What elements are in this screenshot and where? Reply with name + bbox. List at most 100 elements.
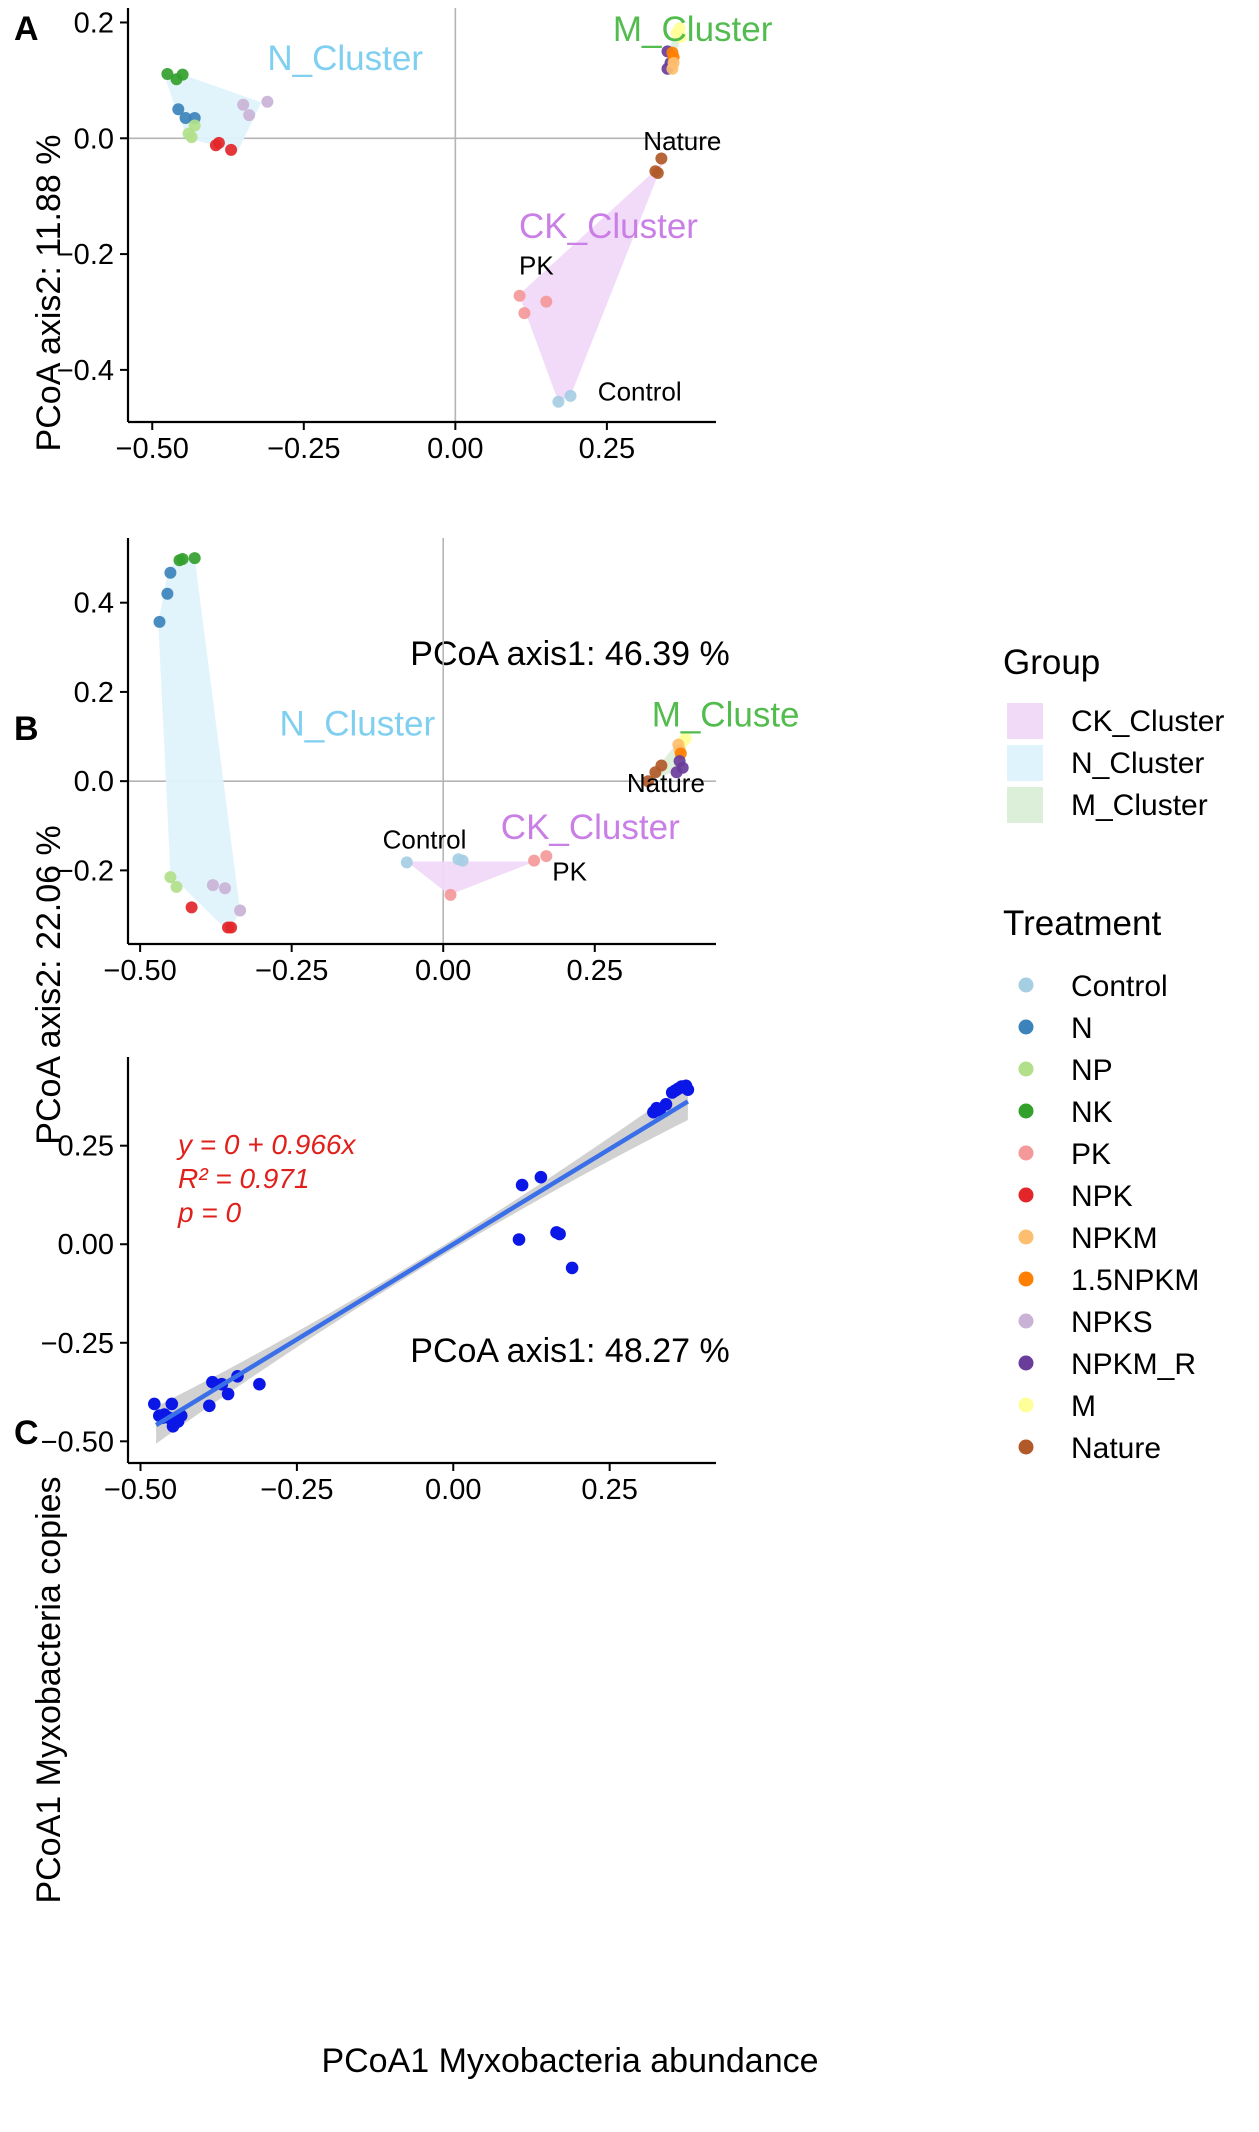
- panel-b-y-tick-label-0: 0.4: [74, 588, 114, 620]
- panel-b-point-pk-28: [528, 854, 541, 867]
- panel-b-point-npk-11: [185, 901, 198, 914]
- legend-treatment-label-control: Control: [1071, 970, 1168, 1003]
- legend-treatment-key-m: [1018, 1397, 1034, 1413]
- panel-a-point-label-4: PK: [519, 250, 554, 280]
- legend-treatment-key-nk: [1018, 1103, 1034, 1119]
- regression-line: [154, 1099, 690, 1428]
- panel-a-point-n-4: [179, 112, 192, 124]
- panel-a-plot: N_Cluster M_Cluster CK_Cluster Nature PK Cont…: [57, 7, 773, 465]
- panel-b-x-tick-label-2: 0.00: [415, 955, 471, 987]
- panel-a-point-np-8: [188, 119, 201, 132]
- panel-b-point-nk-2: [188, 552, 201, 565]
- panel-b-hull-n-cluster: [158, 558, 241, 929]
- panel-c-point-sample-17: [534, 1170, 548, 1184]
- panel-letter-b: B: [14, 710, 39, 748]
- panel-c-point-sample-10: [206, 1375, 219, 1389]
- legend-treatment-title: Treatment: [1003, 904, 1161, 943]
- panel-c-point-sample-19: [553, 1227, 566, 1241]
- legend-treatment-label-npkm-r: NPKM_R: [1071, 1348, 1196, 1381]
- panel-b-point-np-7: [170, 880, 183, 893]
- legend-group-label-m-cluster: M_Cluster: [1071, 789, 1208, 822]
- panel-b-point-label-3: Nature: [627, 768, 705, 798]
- panel-b-plot: N_Cluster M_Cluste CK_Cluster Nature Control…: [57, 538, 800, 987]
- panel-c-x-tick-label-0: −0.50: [104, 1474, 177, 1506]
- panel-a-point-m-17: [674, 31, 687, 43]
- panel-a-cluster-label-1: M_Cluster: [613, 10, 773, 49]
- panel-a-x-tick-label-3: 0.25: [579, 433, 635, 465]
- panel-a-y-tick-label-3: −0.4: [57, 355, 114, 387]
- panel-b-point-npkm-r-21: [670, 766, 683, 779]
- panel-a-y-axis-title: PCoA axis2: 11.88 %: [30, 135, 68, 452]
- panel-c-point-sample-24: [659, 1098, 673, 1111]
- legend-treatments: Control N NP NK PK NPK NPKM 1.5NPKM NPKS NPKM_R MN…: [1018, 970, 1199, 1465]
- legend-treatment-key-npk: [1018, 1187, 1034, 1203]
- panel-c-point-sample-20: [565, 1261, 579, 1275]
- panel-b-point-npks-8: [206, 879, 219, 892]
- legend-treatment-label-np: NP: [1071, 1054, 1113, 1087]
- panel-b-cluster-label-1: M_Cluste: [652, 696, 800, 735]
- panel-b-point-n-4: [161, 587, 174, 600]
- panel-a-point-control-31: [564, 389, 577, 402]
- legend-treatment-key-control: [1018, 977, 1034, 993]
- panel-c-y-tick-label-0: 0.25: [58, 1131, 114, 1163]
- panel-b-y-tick-label-1: 0.2: [74, 677, 114, 709]
- legend-treatment-label-npk: NPK: [1071, 1180, 1133, 1213]
- panel-c-point-sample-14: [253, 1377, 266, 1391]
- panel-a-x-tick-label-1: −0.25: [267, 433, 340, 465]
- panel-b-point-pk-29: [540, 850, 553, 863]
- panel-a-x-axis-title: PCoA axis1: 46.39 %: [410, 635, 729, 673]
- panel-a-point-npks-11: [243, 109, 256, 122]
- regression-equation-line-2: R² = 0.971: [178, 1163, 310, 1194]
- panel-b-point-nature-24: [642, 775, 655, 788]
- panel-a-point-nature-25: [655, 152, 668, 165]
- legend-treatment-label-npkm: NPKM: [1071, 1222, 1158, 1255]
- panel-b-x-axis-title: PCoA axis1: 48.27 %: [410, 1332, 729, 1370]
- panel-b-point-n-3: [164, 566, 177, 579]
- panel-a-point-n-3: [172, 103, 185, 116]
- panel-b-point-npks-10: [234, 904, 247, 917]
- panel-c-point-sample-5: [165, 1397, 179, 1411]
- panel-b-point-n-5: [153, 615, 166, 628]
- panel-b-point-nk-1: [176, 553, 189, 565]
- legend-treatment-key-npkm-r: [1018, 1355, 1034, 1371]
- legend-treatment-key-15npkm: [1018, 1271, 1034, 1287]
- panel-a-point-npks-10: [261, 95, 274, 108]
- legend-treatment-label-m: M: [1071, 1390, 1096, 1423]
- legend-group-key-m-cluster: [1007, 787, 1043, 823]
- panel-c-point-sample-30: [681, 1083, 695, 1096]
- legend-treatment-key-pk: [1018, 1145, 1034, 1161]
- legend-group-key-n-cluster: [1007, 745, 1043, 781]
- panel-b-x-tick-label-1: −0.25: [255, 955, 328, 987]
- panel-a-point-npk-13: [212, 136, 225, 149]
- panel-a-cluster-label-0: N_Cluster: [267, 39, 423, 78]
- panel-a-point-np-7: [185, 131, 198, 144]
- panel-b-hull-ck-cluster: [406, 857, 547, 895]
- panel-a-y-tick-label-0: 0.2: [74, 7, 114, 39]
- panel-b-cluster-label-2: CK_Cluster: [501, 808, 680, 847]
- panel-b-point-np-6: [164, 871, 177, 884]
- panel-b-y-tick-label-3: −0.2: [57, 855, 114, 887]
- panel-c-y-axis-title: PCoA1 Myxobacteria copies: [30, 1476, 68, 1903]
- legend-treatment-key-np: [1018, 1061, 1034, 1077]
- panel-b-point-label-4: Control: [383, 825, 467, 855]
- legend-group-label-n-cluster: N_Cluster: [1071, 747, 1204, 780]
- panel-b-point-nature-23: [649, 766, 662, 779]
- legend-group-title: Group: [1003, 643, 1100, 682]
- panel-letter-a: A: [14, 10, 39, 48]
- panel-c-x-tick-label-2: 0.00: [425, 1474, 481, 1506]
- panel-b: B N_Cluster M_Cluste CK_Cluster Nature Contr…: [14, 538, 800, 1370]
- panel-c-point-sample-16: [515, 1178, 529, 1192]
- panel-c-point-sample-15: [512, 1233, 526, 1246]
- panel-b-x-tick-label-0: −0.50: [103, 955, 176, 987]
- legend-treatment-label-nature: Nature: [1071, 1432, 1161, 1465]
- panel-letter-c: C: [14, 1414, 39, 1452]
- legend-treatment-key-n: [1018, 1019, 1034, 1035]
- panel-a-point-pk-29: [540, 295, 553, 308]
- panel-c-y-tick-label-2: −0.25: [41, 1328, 114, 1360]
- panel-a-x-tick-label-2: 0.00: [427, 433, 483, 465]
- panel-a-point-nk-0: [161, 68, 174, 80]
- panel-c-y-tick-label-1: 0.00: [58, 1229, 114, 1261]
- legend-treatment-label-15npkm: 1.5NPKM: [1071, 1264, 1199, 1297]
